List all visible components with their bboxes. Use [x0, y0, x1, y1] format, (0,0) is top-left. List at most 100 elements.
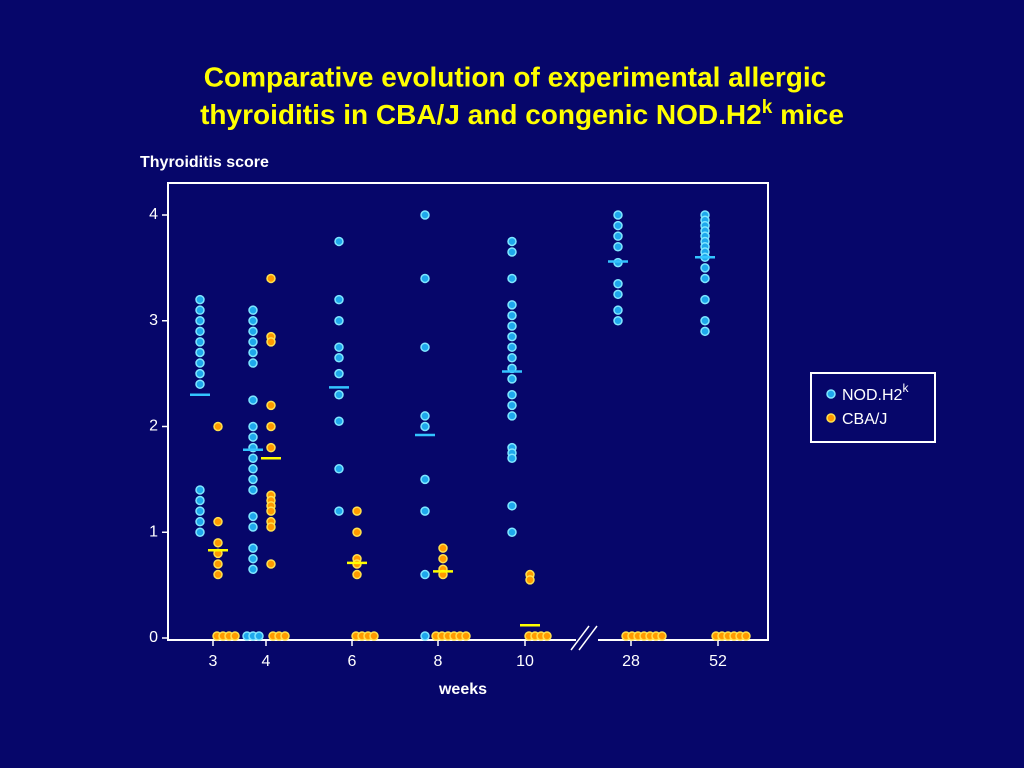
- legend-name: CBA/J: [842, 411, 887, 428]
- legend-dot: [826, 413, 836, 423]
- dot: [334, 464, 344, 474]
- dot: [248, 358, 258, 368]
- dot: [248, 511, 258, 522]
- dot: [525, 575, 535, 585]
- dot: [613, 316, 623, 326]
- title-text: thyroiditis in CBA/J and congenic NOD.H2: [200, 99, 762, 130]
- dot: [195, 379, 205, 389]
- dot: [700, 263, 710, 273]
- dot: [248, 305, 258, 315]
- dot: [248, 316, 258, 326]
- dot: [352, 569, 362, 580]
- dot: [334, 342, 344, 352]
- title-line-2: thyroiditis in CBA/J and congenic NOD.H2…: [200, 97, 844, 130]
- dot: [195, 368, 205, 379]
- dot: [420, 631, 430, 641]
- dot: [507, 390, 517, 400]
- y-tick-label: 1: [149, 523, 158, 540]
- dot: [213, 516, 223, 527]
- title-superscript: k: [762, 97, 773, 118]
- dot: [657, 631, 667, 641]
- dot: [195, 516, 205, 527]
- dot: [613, 231, 623, 241]
- dot: [280, 631, 290, 641]
- dot: [195, 316, 205, 326]
- dot: [613, 289, 623, 300]
- dot: [248, 432, 258, 442]
- dot: [334, 236, 344, 247]
- dot: [334, 316, 344, 326]
- dot: [420, 342, 430, 352]
- dot: [352, 527, 362, 537]
- dot: [507, 310, 517, 321]
- dot: [700, 273, 710, 284]
- dot: [213, 538, 223, 548]
- dot: [248, 395, 258, 405]
- legend-box: [810, 372, 936, 443]
- dot: [542, 631, 552, 641]
- dot: [248, 337, 258, 347]
- dot: [248, 553, 258, 564]
- dot: [248, 522, 258, 532]
- dot: [507, 374, 517, 384]
- dot: [420, 210, 430, 220]
- dot: [420, 506, 430, 516]
- dot: [507, 247, 517, 257]
- dot: [195, 326, 205, 337]
- dot: [438, 553, 448, 564]
- dot: [213, 569, 223, 580]
- dot: [352, 506, 362, 516]
- dot: [507, 331, 517, 342]
- dot: [613, 278, 623, 289]
- legend-label: CBA/J: [842, 411, 887, 428]
- title-text: mice: [772, 99, 844, 130]
- dot: [700, 316, 710, 326]
- dot: [334, 368, 344, 379]
- x-tick-label: 28: [622, 653, 640, 670]
- dot: [266, 522, 276, 532]
- legend-superscript: k: [902, 381, 909, 395]
- dot: [507, 353, 517, 363]
- legend-dot: [826, 389, 836, 399]
- dot: [248, 564, 258, 575]
- dot: [195, 506, 205, 516]
- dot: [334, 506, 344, 516]
- dot: [195, 495, 205, 506]
- dot: [700, 326, 710, 337]
- dot: [248, 543, 258, 553]
- dot: [266, 559, 276, 569]
- dot: [334, 294, 344, 305]
- x-tick-label: 52: [709, 653, 727, 670]
- y-axis-label: Thyroiditis score: [140, 154, 269, 171]
- dot: [420, 273, 430, 284]
- dot: [507, 321, 517, 331]
- dot: [420, 421, 430, 432]
- dot: [613, 220, 623, 231]
- dot: [741, 631, 751, 641]
- dot: [420, 474, 430, 485]
- axis-break: [570, 625, 598, 651]
- dot: [700, 294, 710, 305]
- dot: [507, 527, 517, 537]
- dot: [248, 453, 258, 463]
- dot: [248, 326, 258, 337]
- x-tick-label: 8: [434, 653, 443, 670]
- dot: [507, 300, 517, 310]
- dot: [266, 421, 276, 432]
- dot: [507, 411, 517, 421]
- series-1: [208, 273, 751, 641]
- dot: [213, 559, 223, 569]
- legend-label: NOD.H2k: [842, 381, 909, 404]
- dot: [266, 337, 276, 347]
- dot: [507, 400, 517, 411]
- dot: [334, 416, 344, 426]
- dot: [248, 464, 258, 474]
- dot: [266, 400, 276, 411]
- dot: [613, 305, 623, 315]
- x-tick-label: 6: [348, 653, 357, 670]
- dot: [369, 631, 379, 641]
- dot: [195, 485, 205, 495]
- y-tick-label: 0: [149, 629, 158, 646]
- dot: [195, 305, 205, 315]
- dot: [254, 631, 264, 641]
